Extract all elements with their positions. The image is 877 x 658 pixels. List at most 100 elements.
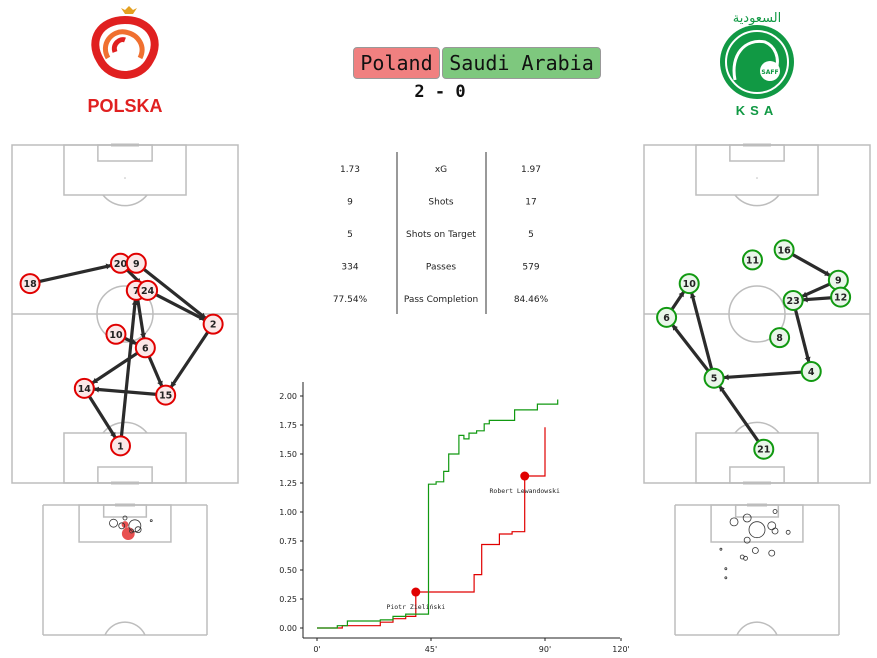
shot-marker (724, 567, 728, 571)
player-node (137, 279, 159, 301)
shot-marker (729, 517, 739, 527)
penalty-spot-top (124, 177, 126, 179)
penalty-arc-top (734, 194, 780, 207)
stat-label: Passes (426, 263, 456, 273)
pass-arrow-6-15 (157, 380, 163, 387)
player-node (773, 239, 795, 261)
pass-arrow-12-23 (802, 296, 808, 303)
player-node (782, 289, 804, 311)
xg-goal-marker (411, 587, 421, 597)
pass-arrow-21-5 (719, 386, 725, 392)
pass-arrow-14-1 (110, 431, 116, 438)
match-score: 2 - 0 (414, 82, 466, 102)
xg-y-tick-label: 1.75 (279, 421, 297, 430)
pass-arrow-5-10 (689, 292, 696, 299)
stat-home: 5 (347, 230, 353, 240)
stat-away: 17 (525, 198, 536, 208)
player-number: 23 (787, 296, 800, 307)
player-number: 18 (23, 279, 37, 290)
shot-six-yard-box (102, 504, 148, 518)
penalty-arc-bottom (734, 421, 780, 434)
player-number: 2 (210, 320, 217, 331)
player-node (800, 360, 822, 382)
player-number: 6 (663, 313, 670, 324)
poland-crest: POLSKA (87, 6, 163, 116)
centre-circle (728, 285, 786, 343)
penalty-spot-top (756, 177, 758, 179)
penalty-box-top (695, 144, 819, 196)
shot-marker (743, 536, 751, 544)
player-node (19, 273, 41, 295)
xg-y-tick-label: 0.25 (279, 595, 297, 604)
player-number: 24 (141, 286, 155, 297)
stat-label: Shots (428, 198, 453, 208)
shot-marker (748, 521, 766, 539)
shot-marker (772, 509, 778, 514)
pass-link-9-2 (135, 262, 207, 320)
poland-shot-map (42, 503, 208, 636)
six-yard-box-bottom (97, 466, 153, 484)
player-node (134, 337, 156, 359)
stats-table: 1.73 xG 1.97 9 Shots 17 5 Shots on Target 5 334 Pa… (333, 152, 549, 314)
player-node (741, 249, 763, 271)
centre-circle (96, 285, 154, 343)
shot-marker (785, 529, 791, 535)
xg-line-home (317, 427, 546, 629)
xg-y-tick-label: 1.00 (279, 508, 297, 517)
player-node (202, 313, 224, 335)
saudi-crest-arabic: السعودية (733, 11, 782, 26)
pass-arrow-18-20 (105, 263, 112, 270)
shot-marker (767, 521, 777, 531)
stat-away: 84.46% (514, 295, 549, 305)
pass-arrow-4-5 (723, 374, 729, 381)
player-node (753, 438, 775, 460)
player-number: 9 (835, 276, 842, 287)
pass-link-2-15 (169, 323, 215, 389)
player-node (125, 252, 147, 274)
player-node (769, 327, 791, 349)
player-number: 5 (711, 374, 718, 385)
xg-y-tick-label: 0.50 (279, 566, 297, 575)
xg-line-away (317, 399, 559, 629)
player-node (678, 273, 700, 295)
stat-home: 77.54% (333, 295, 368, 305)
player-node (155, 384, 177, 406)
shot-penalty-box (710, 504, 804, 543)
pass-link-24-2 (146, 288, 206, 322)
pass-arrow-6-10 (678, 291, 684, 298)
penalty-arc-bottom (102, 421, 148, 434)
pass-link-18-20 (29, 263, 112, 286)
shot-marker (118, 522, 126, 530)
stat-away: 5 (528, 230, 534, 240)
pass-arrow-7-6 (140, 333, 147, 339)
pass-link-1-7 (118, 299, 137, 446)
shot-marker (128, 519, 142, 533)
shot-marker (743, 555, 748, 561)
stat-away: 1.97 (521, 165, 541, 175)
stat-home: 334 (341, 263, 358, 273)
shot-marker (724, 576, 728, 580)
pass-arrow-16-9 (824, 270, 831, 276)
player-node (830, 286, 852, 308)
shot-marker (771, 527, 779, 535)
player-number: 6 (142, 343, 149, 354)
xg-timeline-chart: 0.00 0.25 0.50 0.75 1.00 1.25 1.50 1.75 2.00 0' 45… (279, 382, 630, 654)
six-yard-box-top (97, 144, 153, 162)
pass-link-5-10 (690, 292, 716, 379)
xg-goal-marker (520, 471, 530, 481)
player-node (73, 377, 95, 399)
penalty-arc-top (102, 194, 148, 207)
xg-y-tick-label: 2.00 (279, 392, 297, 401)
saudi-crest-inner: SAFF (761, 69, 778, 76)
player-number: 9 (133, 259, 140, 270)
player-number: 20 (114, 259, 128, 270)
pass-arrow-6-14 (92, 377, 99, 384)
player-node (105, 323, 127, 345)
xg-goal-label: Piotr Zieliński (386, 603, 445, 611)
six-yard-box-bottom (729, 466, 785, 484)
shot-marker (129, 528, 134, 534)
xg-y-tick-label: 0.75 (279, 537, 297, 546)
shot-six-yard-box (734, 504, 780, 518)
player-number: 10 (109, 330, 123, 341)
pass-arrow-23-4 (804, 356, 811, 363)
